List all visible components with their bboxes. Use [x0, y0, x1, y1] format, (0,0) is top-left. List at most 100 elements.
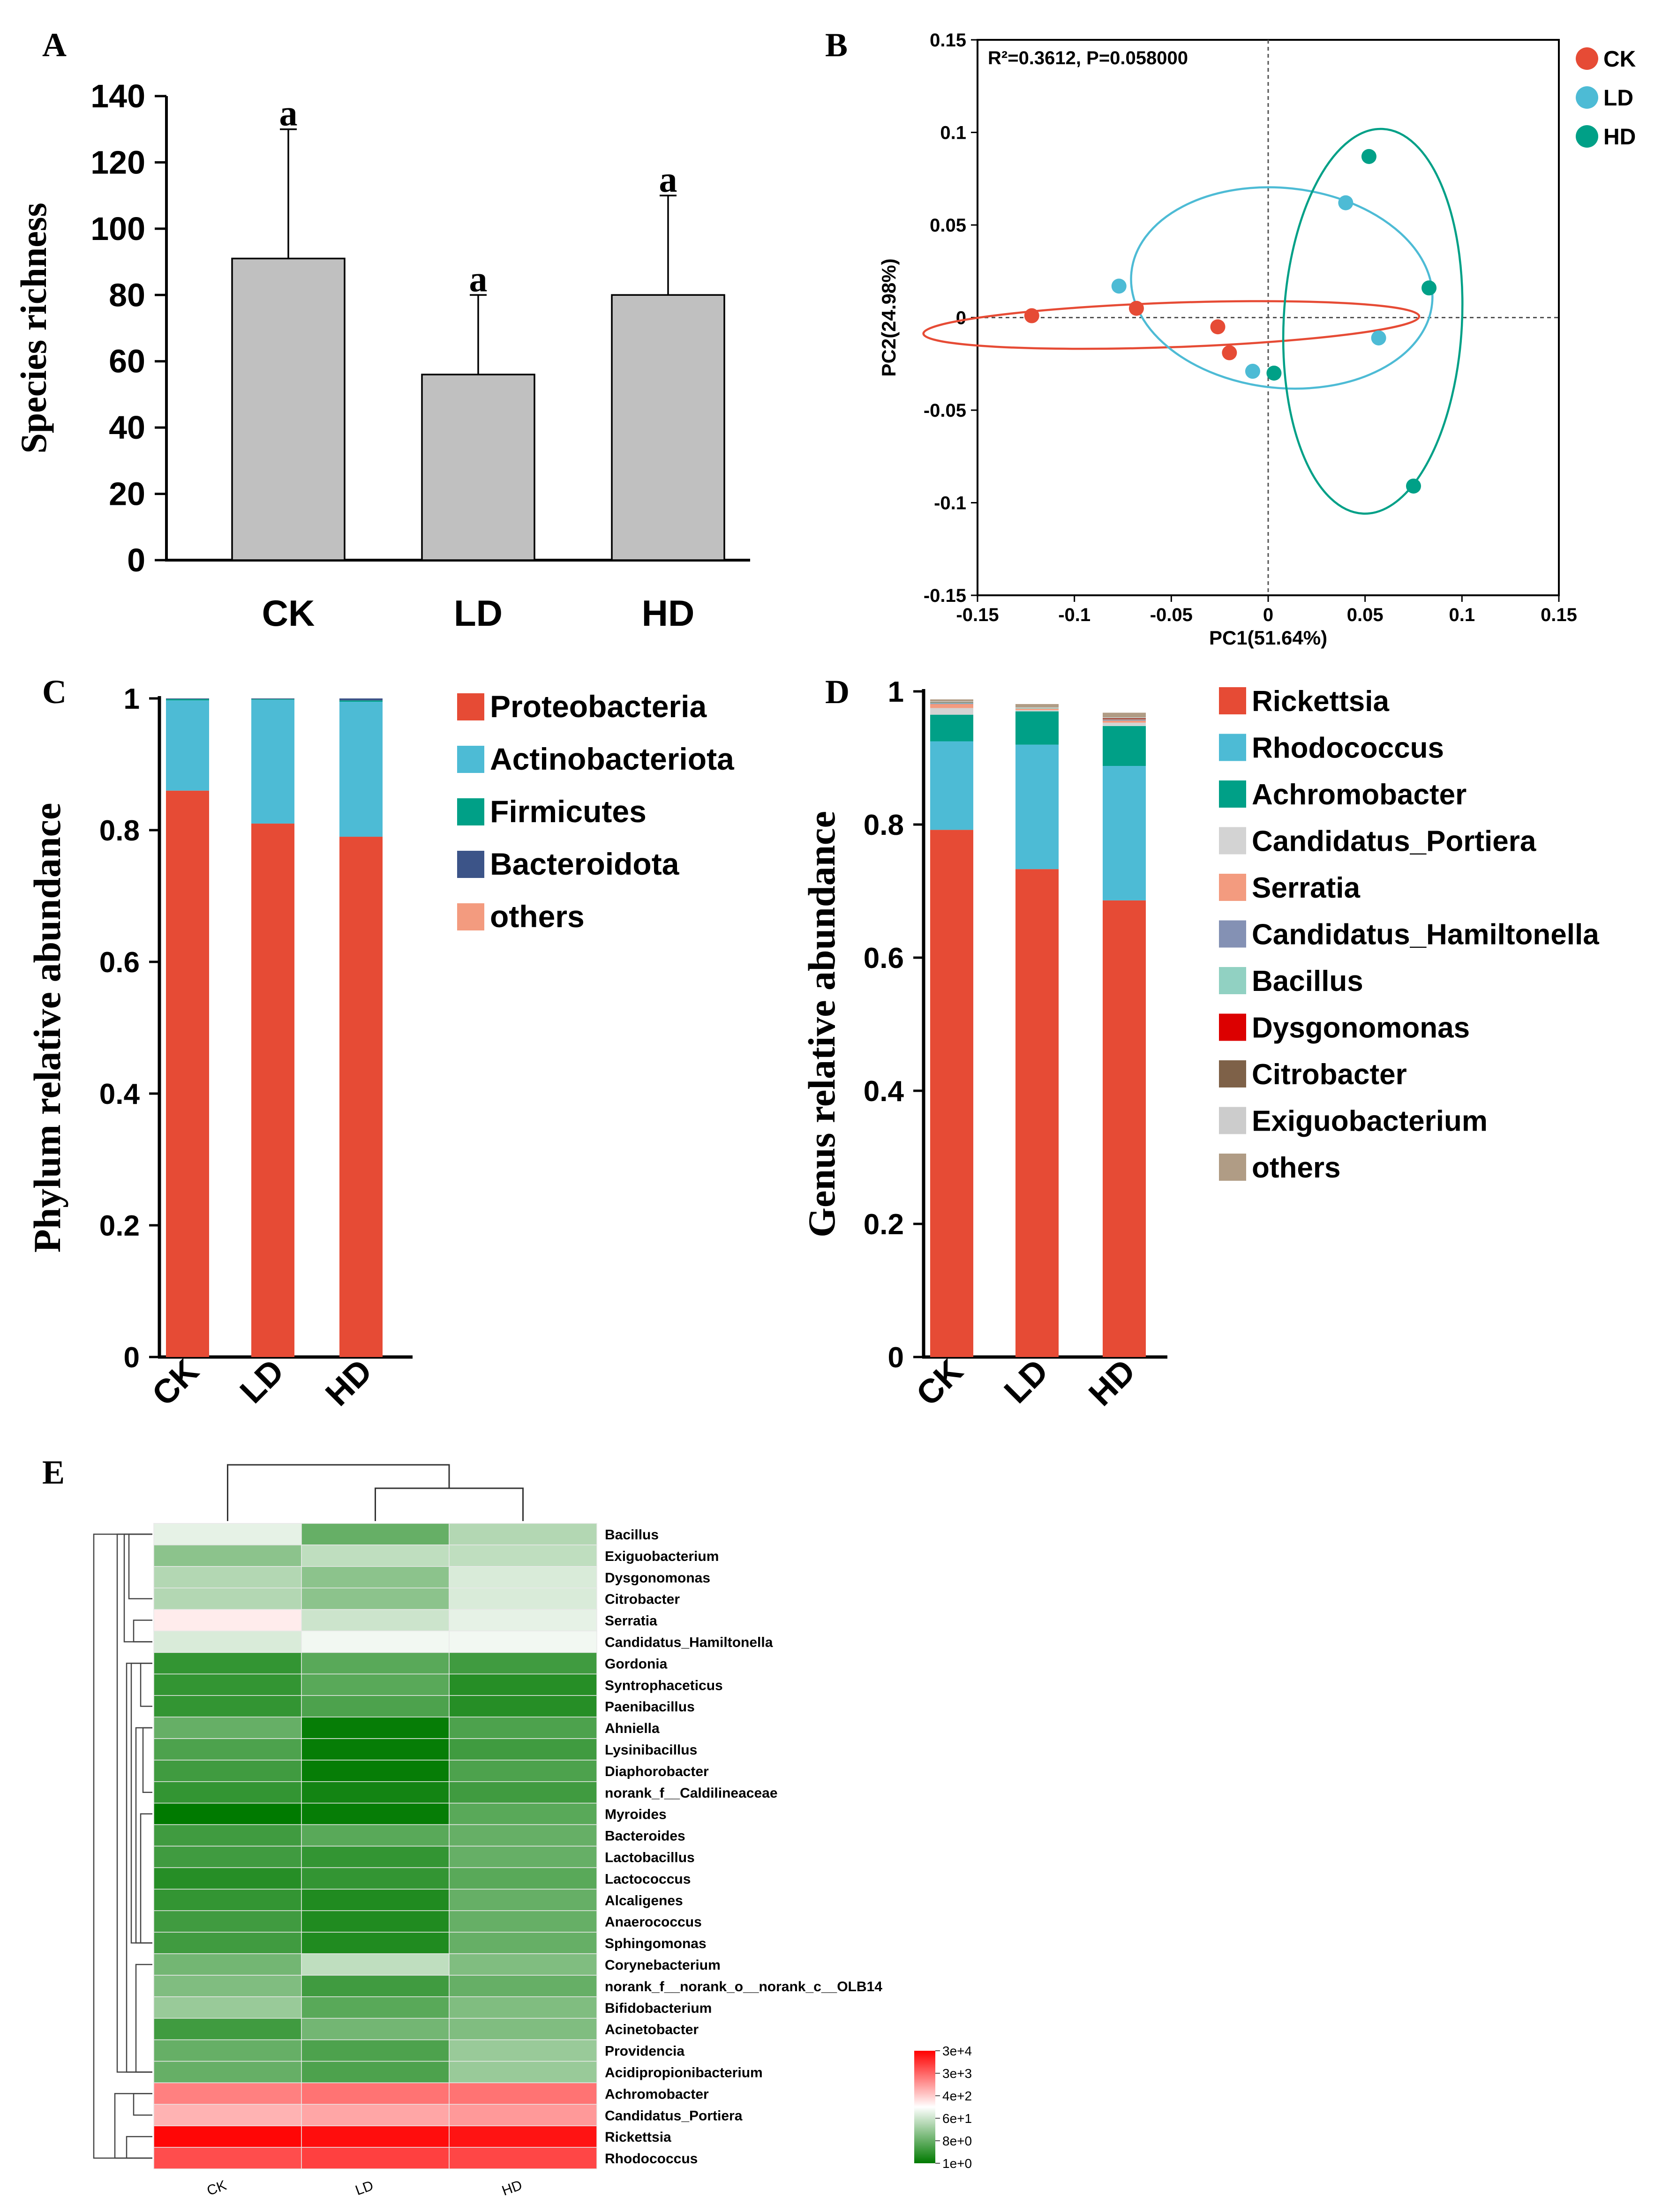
e-heatmap-cell-Diaphorobacter-LD — [301, 1760, 450, 1782]
d-legend-label-Candidatus_Portiera: Candidatus_Portiera — [1252, 825, 1536, 858]
b-point-HD — [1421, 280, 1437, 296]
e-heatmap-cell-Achromobacter-LD — [301, 2082, 450, 2105]
e-heatmap-cell-Bacteroides-CK — [153, 1824, 302, 1847]
e-heatmap-cell-Candidatus_Hamiltonella-LD — [301, 1630, 450, 1653]
d-bar-segment-LD-Serratia — [1015, 708, 1059, 710]
d-x-tick-label-CK: CK — [909, 1352, 970, 1413]
e-heatmap-cell-Lactobacillus-LD — [301, 1845, 450, 1868]
d-legend-label-Bacillus: Bacillus — [1252, 965, 1363, 997]
c-y-tick-label: 0.8 — [99, 815, 140, 847]
e-row-label-Candidatus_Portiera: Candidatus_Portiera — [605, 2108, 743, 2123]
c-bar-segment-CK-Firmicutes — [166, 699, 209, 701]
e-heatmap-cell-Achromobacter-HD — [449, 2082, 597, 2105]
e-legend-tick-label: 8e+0 — [942, 2134, 972, 2148]
d-bar-segment-LD-Rhodococcus — [1015, 744, 1059, 870]
d-y-tick-label: 0.4 — [864, 1075, 904, 1108]
d-bar-segment-CK-Candidatus_Portiera — [930, 708, 973, 715]
e-row-label-Paenibacillus: Paenibacillus — [605, 1699, 695, 1715]
d-legend-label-Candidatus_Hamiltonella: Candidatus_Hamiltonella — [1252, 919, 1599, 951]
d-bar-segment-LD-Candidatus_Portiera — [1015, 710, 1059, 712]
e-heatmap-cell-Diaphorobacter-HD — [449, 1760, 597, 1782]
a-y-tick-label: 80 — [109, 277, 145, 313]
panel-label-e: E — [42, 1454, 65, 1491]
e-heatmap-cell-Acinetobacter-CK — [153, 2017, 302, 2040]
d-bar-segment-CK-Achromobacter — [930, 714, 973, 742]
e-row-label-Bacillus: Bacillus — [605, 1527, 659, 1543]
e-heatmap-cell-Myroides-CK — [153, 1802, 302, 1825]
e-heatmap-cell-Lysinibacillus-LD — [301, 1738, 450, 1761]
e-heatmap-cell-Bacillus-CK — [153, 1523, 302, 1545]
e-heatmap-cell-Citrobacter-LD — [301, 1587, 450, 1610]
e-row-label-Corynebacterium: Corynebacterium — [605, 1957, 721, 1973]
d-legend-swatch-Candidatus_Portiera — [1219, 827, 1246, 855]
e-row-dendrogram-branch — [126, 2136, 152, 2159]
e-heatmap-cell-norank_f__Caldilineaceae-HD — [449, 1781, 597, 1804]
b-confidence-ellipse-HD — [1282, 127, 1464, 515]
e-column-dendrogram-ld-hd — [375, 1487, 524, 1521]
b-x-axis-label: PC1(51.64%) — [1209, 627, 1327, 649]
e-column-label-CK: CK — [205, 2177, 228, 2198]
b-legend-label-LD: LD — [1603, 86, 1633, 111]
e-heatmap-cell-Bifidobacterium-HD — [449, 1996, 597, 2019]
e-heatmap-cell-Corynebacterium-HD — [449, 1953, 597, 1976]
e-heatmap-cell-Alcaligenes-LD — [301, 1889, 450, 1911]
e-heatmap-cell-Lactococcus-LD — [301, 1867, 450, 1890]
b-confidence-ellipse-LD — [1130, 186, 1434, 390]
b-point-HD — [1266, 366, 1282, 381]
panel-a-species-richness-chart: 0 20 40 60 80 100 120 140 Species richness a CK a LD… — [13, 78, 750, 634]
d-legend-swatch-Serratia — [1219, 874, 1246, 901]
e-legend-tick-label: 4e+2 — [942, 2089, 972, 2103]
e-heatmap-cell-Gordonia-CK — [153, 1652, 302, 1675]
e-row-dendrogram-branch — [135, 1964, 152, 2073]
e-heatmap-cell-Providencia-CK — [153, 2039, 302, 2062]
e-heatmap-cell-Citrobacter-CK — [153, 1587, 302, 1610]
e-heatmap-cell-Rhodococcus-CK — [153, 2147, 302, 2169]
d-legend-swatch-Rhodococcus — [1219, 734, 1246, 761]
e-heatmap-cell-Corynebacterium-LD — [301, 1953, 450, 1976]
d-legend-label-Achromobacter: Achromobacter — [1252, 779, 1466, 811]
e-heatmap-cell-Rhodococcus-LD — [301, 2147, 450, 2169]
a-y-tick-label: 0 — [127, 542, 145, 578]
d-bar-segment-LD-Exiguobacterium — [1015, 707, 1059, 708]
a-x-tick-label-CK: CK — [262, 592, 315, 634]
e-row-dendrogram-branch — [133, 2093, 152, 2116]
e-heatmap-cell-Achromobacter-CK — [153, 2082, 302, 2105]
e-row-label-Acinetobacter: Acinetobacter — [605, 2022, 699, 2038]
e-heatmap-cell-Citrobacter-HD — [449, 1587, 597, 1610]
d-legend-label-others: others — [1252, 1152, 1340, 1184]
c-y-tick-label: 0.2 — [99, 1210, 140, 1242]
c-x-tick-label-HD: HD — [318, 1352, 379, 1413]
b-y-tick-label: 0.1 — [940, 123, 966, 143]
e-heatmap-cell-Acidipropionibacterium-CK — [153, 2061, 302, 2084]
e-heatmap-cell-Lactobacillus-HD — [449, 1845, 597, 1868]
b-y-tick-label: -0.1 — [934, 493, 966, 514]
d-legend-label-Citrobacter: Citrobacter — [1252, 1058, 1407, 1091]
c-legend-swatch-Proteobacteria — [457, 693, 484, 720]
c-legend-label-Proteobacteria: Proteobacteria — [490, 689, 707, 724]
e-row-label-Lactococcus: Lactococcus — [605, 1871, 691, 1887]
b-x-tick-label: 0.05 — [1347, 605, 1384, 625]
e-heatmap-cell-Candidatus_Portiera-HD — [449, 2104, 597, 2126]
e-heatmap-cell-Bacteroides-LD — [301, 1824, 450, 1847]
c-bar-segment-HD-Proteobacteria — [339, 837, 383, 1357]
e-heatmap-cell-norank_f__Caldilineaceae-LD — [301, 1781, 450, 1804]
e-row-label-Bifidobacterium: Bifidobacterium — [605, 2001, 712, 2016]
panel-e-heatmap: Bacillus Exiguobacterium Dysgonomonas Citro… — [93, 1464, 972, 2199]
e-row-label-Serratia: Serratia — [605, 1613, 657, 1629]
a-significance-label-CK: a — [279, 93, 298, 134]
e-heatmap-cell-Syntrophaceticus-LD — [301, 1673, 450, 1696]
panel-label-b: B — [825, 26, 848, 64]
e-heatmap-cell-norank_f__norank_o__norank_c__OLB14-HD — [449, 1975, 597, 1997]
c-legend-label-Actinobacteriota: Actinobacteriota — [490, 742, 735, 776]
e-heatmap-cell-Acidipropionibacterium-LD — [301, 2061, 450, 2084]
a-x-tick-label-LD: LD — [454, 592, 503, 634]
c-y-tick-label: 0.6 — [99, 946, 140, 979]
b-legend-marker-CK — [1576, 47, 1598, 70]
d-legend-swatch-Exiguobacterium — [1219, 1107, 1246, 1134]
e-heatmap-cell-Exiguobacterium-HD — [449, 1545, 597, 1567]
e-row-label-Providencia: Providencia — [605, 2044, 684, 2059]
e-heatmap-cell-Rickettsia-HD — [449, 2125, 597, 2148]
c-x-tick-label-LD: LD — [233, 1352, 291, 1410]
d-bar-segment-LD-Rickettsia — [1015, 869, 1059, 1357]
e-heatmap-cell-Lysinibacillus-CK — [153, 1738, 302, 1761]
